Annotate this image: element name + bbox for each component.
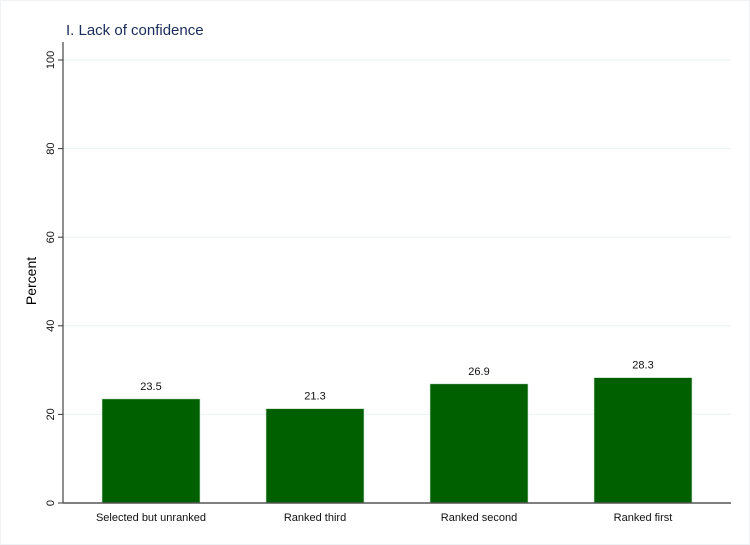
y-tick-label: 20 <box>45 408 57 420</box>
x-tick-label: Selected but unranked <box>96 512 206 524</box>
data-label: 23.5 <box>140 381 161 393</box>
bar <box>265 408 365 504</box>
data-label: 28.3 <box>632 360 653 372</box>
bar <box>429 383 529 504</box>
data-label: 21.3 <box>304 391 325 403</box>
x-tick-label: Ranked third <box>284 512 346 524</box>
y-tick-label: 80 <box>45 142 57 154</box>
data-label: 26.9 <box>468 366 489 378</box>
bar <box>593 377 693 504</box>
bar <box>101 398 201 504</box>
y-axis-label: Percent <box>23 257 39 305</box>
y-tick-label: 100 <box>45 51 57 69</box>
x-tick-label: Ranked first <box>614 512 673 524</box>
x-tick-label: Ranked second <box>441 512 517 524</box>
chart-title: I. Lack of confidence <box>66 22 204 39</box>
y-tick-label: 0 <box>45 500 57 506</box>
y-tick-label: 40 <box>45 320 57 332</box>
y-tick-label: 60 <box>45 231 57 243</box>
